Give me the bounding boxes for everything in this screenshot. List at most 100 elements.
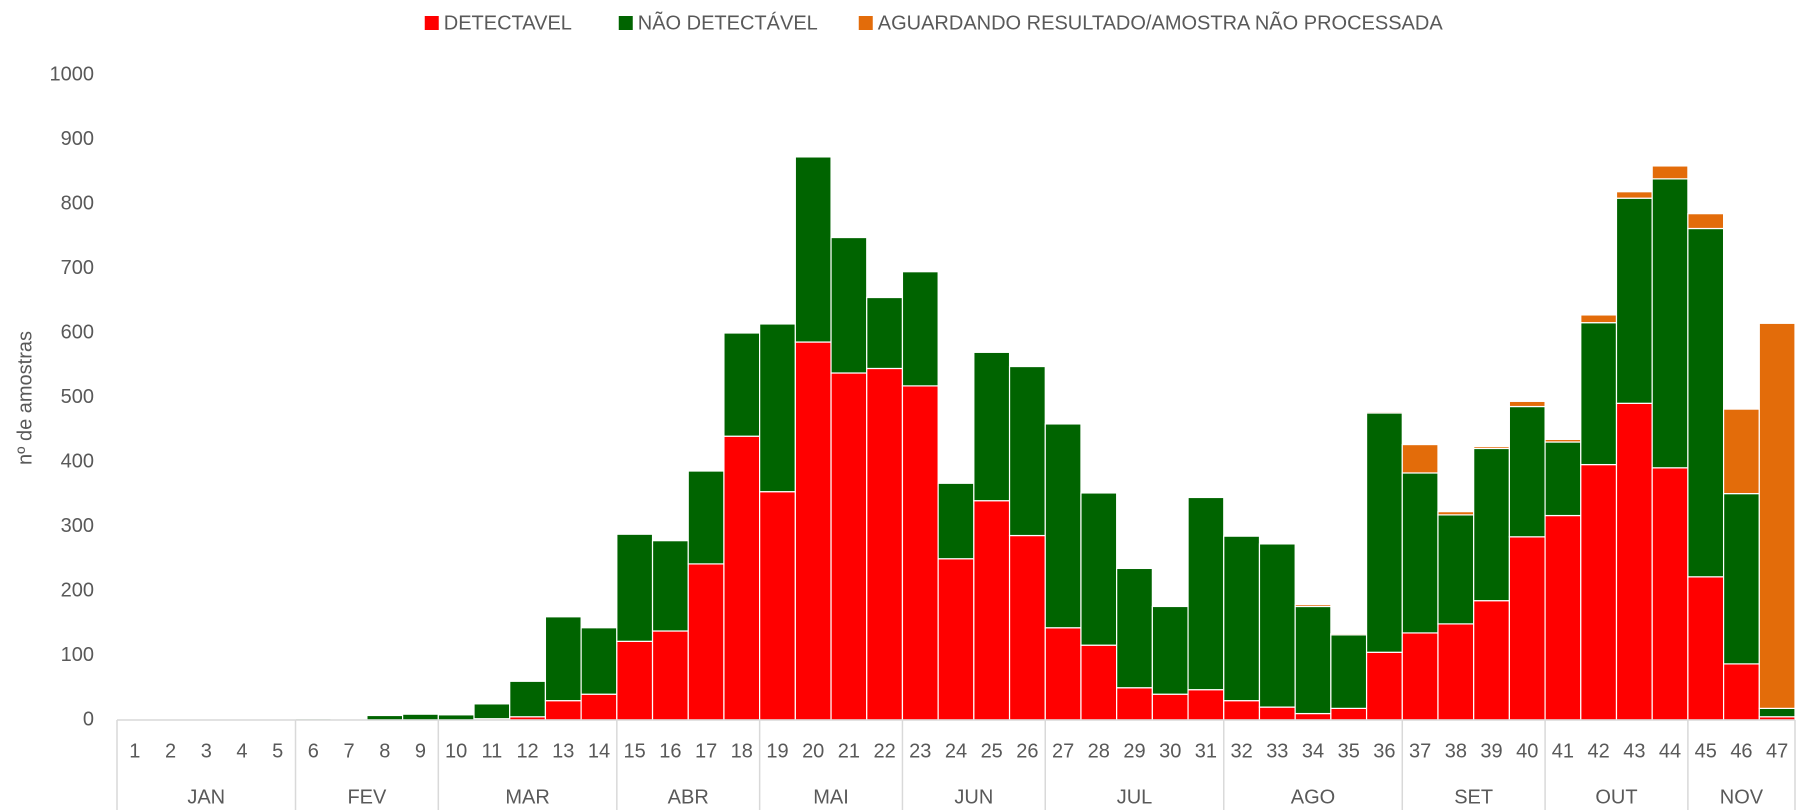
bar-segment xyxy=(1223,535,1261,702)
bar-segment xyxy=(1473,445,1510,450)
x-tick-label: 24 xyxy=(945,740,967,762)
bar-segment xyxy=(1080,492,1118,646)
bar-segment xyxy=(687,563,725,721)
x-group-label: SET xyxy=(1454,786,1493,808)
bar-segment xyxy=(1365,411,1403,414)
bar-segment xyxy=(1187,496,1225,691)
bar-segment xyxy=(1473,447,1510,602)
bar-segment xyxy=(1044,423,1082,629)
bar-segment xyxy=(1116,567,1153,689)
x-group-label: JAN xyxy=(187,786,225,808)
x-tick-label: 22 xyxy=(873,740,895,762)
bar-segment xyxy=(1651,467,1689,721)
x-tick-label: 16 xyxy=(659,740,681,762)
y-tick-label: 300 xyxy=(61,515,94,537)
bar-segment xyxy=(901,271,939,387)
bar-segment xyxy=(830,372,868,721)
x-group-label: OUT xyxy=(1595,786,1637,808)
bar-segment xyxy=(1580,314,1618,324)
x-tick-label: 21 xyxy=(838,740,860,762)
bar-segment xyxy=(1294,712,1332,721)
x-group-label: JUN xyxy=(954,786,993,808)
x-group-label: FEV xyxy=(347,786,387,808)
bar-segment xyxy=(437,714,475,721)
bar-segment xyxy=(1294,605,1332,715)
bar-segment xyxy=(1365,651,1403,721)
bar-segment xyxy=(830,236,868,374)
bar-segment xyxy=(1544,438,1582,443)
bar-segment xyxy=(794,341,832,721)
x-tick-label: 33 xyxy=(1266,740,1288,762)
bar-segment xyxy=(1651,178,1689,469)
bar-segment xyxy=(723,435,761,721)
bar-segment xyxy=(473,703,511,720)
x-tick-label: 18 xyxy=(731,740,753,762)
x-tick-label: 12 xyxy=(516,740,538,762)
bar-segment xyxy=(1722,408,1760,495)
x-group-label: JUL xyxy=(1117,786,1153,808)
x-tick-label: 31 xyxy=(1195,740,1217,762)
bar-segment xyxy=(1508,536,1546,721)
bar-segment xyxy=(1437,511,1475,516)
x-tick-label: 5 xyxy=(272,740,283,762)
x-tick-label: 47 xyxy=(1766,740,1788,762)
x-tick-label: 11 xyxy=(481,740,502,762)
bar-segment xyxy=(544,616,582,702)
bar-segment xyxy=(1330,632,1368,636)
x-tick-label: 38 xyxy=(1445,740,1467,762)
y-axis-label: nº de amostras xyxy=(14,331,36,465)
x-tick-label: 8 xyxy=(379,740,390,762)
x-tick-label: 27 xyxy=(1052,740,1074,762)
y-tick-label: 700 xyxy=(61,257,94,279)
x-tick-label: 34 xyxy=(1302,740,1324,762)
bar-segment xyxy=(723,332,761,437)
x-group-label: MAR xyxy=(505,786,549,808)
legend-label: NÃO DETECTÁVEL xyxy=(638,10,818,34)
bar-segment xyxy=(1544,514,1582,721)
x-tick-label: 39 xyxy=(1480,740,1502,762)
bar-segment xyxy=(866,367,904,721)
bar-segment xyxy=(973,351,1011,502)
bar-segment xyxy=(1008,365,1046,537)
x-tick-label: 29 xyxy=(1123,740,1145,762)
x-group-label: ABR xyxy=(668,786,709,808)
bar-segment xyxy=(544,700,582,721)
y-tick-label: 100 xyxy=(61,644,94,666)
x-tick-label: 30 xyxy=(1159,740,1181,762)
bar-segment xyxy=(1151,605,1189,695)
x-tick-label: 6 xyxy=(308,740,319,762)
bar-segment xyxy=(1330,707,1368,721)
x-tick-label: 23 xyxy=(909,740,931,762)
bar-segment xyxy=(616,640,654,721)
x-tick-label: 43 xyxy=(1623,740,1645,762)
x-tick-label: 46 xyxy=(1730,740,1752,762)
bar-segment xyxy=(901,385,939,721)
y-tick-label: 500 xyxy=(61,386,94,408)
x-tick-label: 2 xyxy=(165,740,176,762)
x-tick-label: 28 xyxy=(1088,740,1110,762)
bar-segment xyxy=(1258,706,1296,721)
bar-segment xyxy=(1116,687,1153,721)
x-tick-label: 10 xyxy=(445,740,467,762)
bar-segment xyxy=(1151,693,1189,721)
legend: DETECTAVEL NÃO DETECTÁVEL AGUARDANDO RESUL… xyxy=(424,10,1443,34)
bar-segment xyxy=(1258,543,1296,708)
bar-segment xyxy=(1401,443,1439,474)
bar-segment xyxy=(580,693,618,721)
bar-segment xyxy=(509,680,547,718)
y-tick-label: 200 xyxy=(61,579,94,601)
bar-segment xyxy=(1615,191,1653,199)
bar-segment xyxy=(759,491,796,721)
bar-segment xyxy=(1687,576,1725,721)
bar-segment xyxy=(1401,472,1439,634)
x-tick-label: 42 xyxy=(1588,740,1610,762)
x-tick-label: 14 xyxy=(588,740,610,762)
bar-segment xyxy=(1687,213,1725,230)
x-tick-label: 36 xyxy=(1373,740,1395,762)
y-tick-label: 900 xyxy=(61,128,94,150)
bar-segment xyxy=(1187,689,1225,721)
x-group-label: AGO xyxy=(1291,786,1335,808)
x-tick-label: 3 xyxy=(201,740,212,762)
bar-segment xyxy=(1437,514,1475,625)
x-tick-label: 32 xyxy=(1230,740,1252,762)
